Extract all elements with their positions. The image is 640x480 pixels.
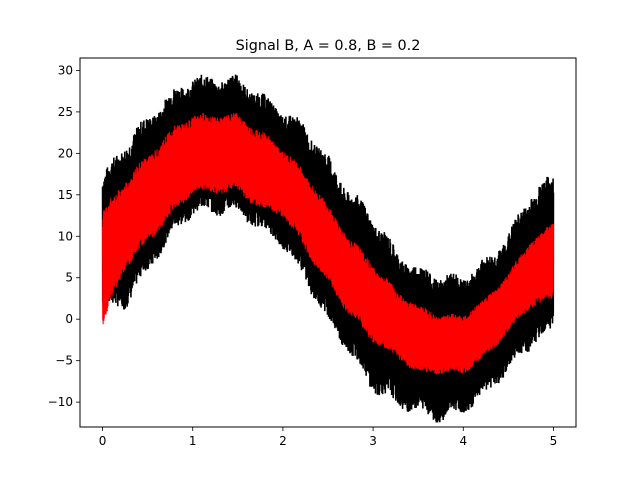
- x-tick-label: 4: [459, 434, 467, 448]
- series-line-2: [102, 113, 554, 375]
- x-axis: 0 1 2 3 4 5: [99, 427, 558, 448]
- plot-frame: [79, 57, 577, 428]
- chart-title: Signal B, A = 0.8, B = 0.2: [236, 38, 421, 54]
- y-axis: −10 −5 0 5 10 15 20 25 30: [48, 63, 80, 409]
- series-layer: [101, 74, 555, 423]
- x-tick-label: 5: [550, 434, 558, 448]
- y-tick-label: 25: [58, 105, 73, 119]
- y-tick-label: 5: [65, 271, 73, 285]
- x-tick-label: 0: [99, 434, 107, 448]
- y-tick-label: 15: [58, 188, 73, 202]
- y-tick-label: 0: [65, 312, 73, 326]
- y-tick-label: −10: [48, 395, 73, 409]
- y-tick-label: 20: [58, 146, 73, 160]
- y-tick-label: 30: [58, 63, 73, 77]
- x-tick-label: 3: [369, 434, 377, 448]
- y-tick-label: 10: [58, 229, 73, 243]
- x-tick-label: 2: [279, 434, 287, 448]
- x-tick-label: 1: [189, 434, 197, 448]
- series-line-1: [101, 74, 555, 423]
- y-tick-label: −5: [55, 354, 73, 368]
